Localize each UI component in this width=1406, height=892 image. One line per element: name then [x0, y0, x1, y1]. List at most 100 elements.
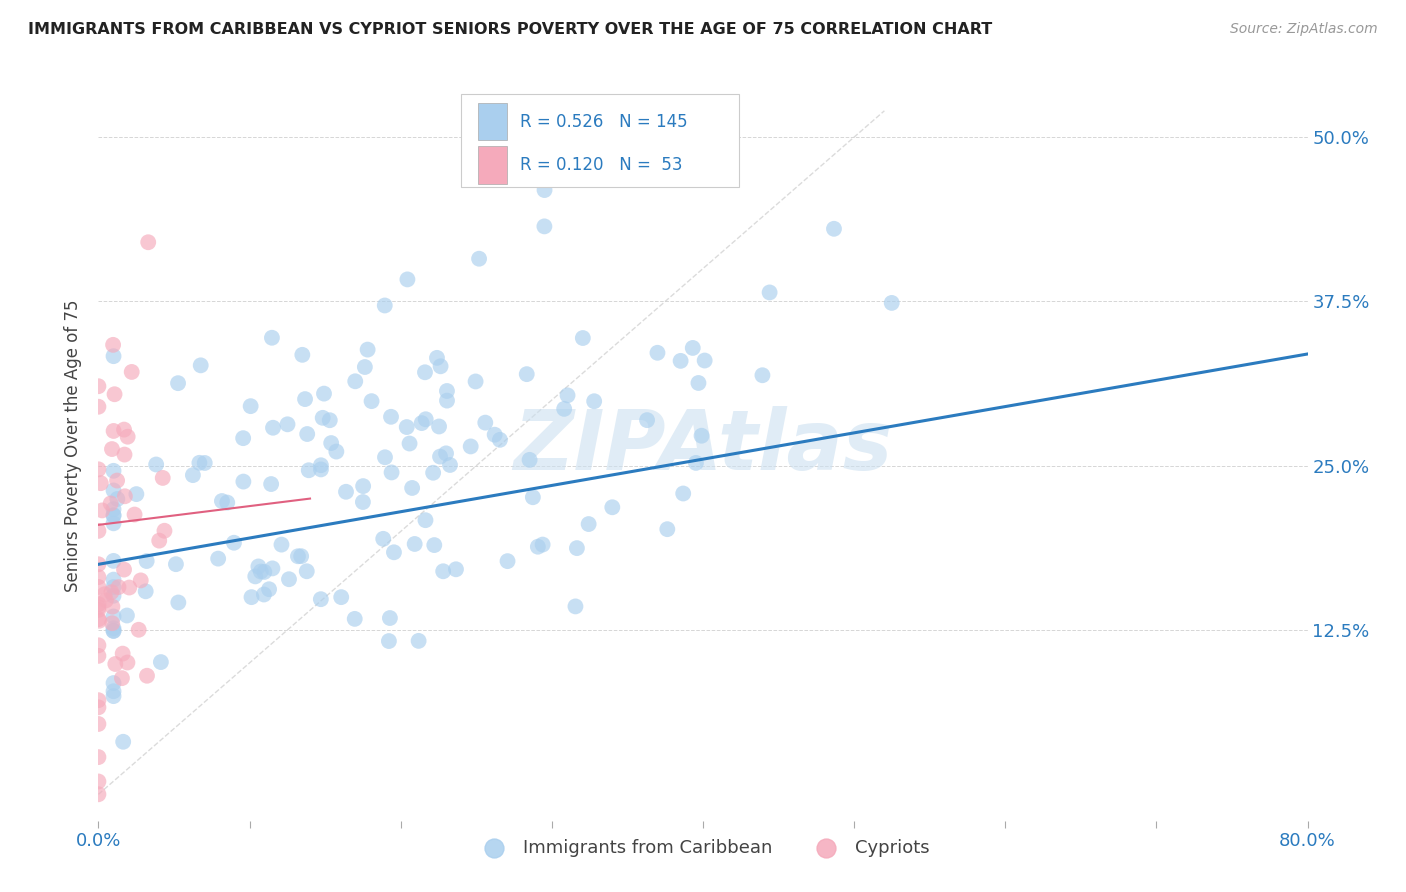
- Point: [90, 476, 112, 491]
- Point: [688, 376, 710, 390]
- Point: [118, 581, 141, 595]
- Point: [100, 585, 122, 599]
- Point: [321, 436, 343, 450]
- Point: [356, 343, 378, 357]
- Point: [207, 551, 229, 566]
- Point: [190, 359, 212, 373]
- Point: [270, 538, 292, 552]
- Point: [87, 693, 110, 707]
- Point: [374, 450, 396, 465]
- Point: [245, 569, 267, 583]
- Point: [423, 538, 446, 552]
- Point: [396, 272, 419, 286]
- Point: [484, 427, 506, 442]
- Point: [188, 456, 211, 470]
- Point: [647, 345, 669, 359]
- Point: [135, 584, 157, 599]
- Point: [415, 412, 437, 426]
- Point: [657, 522, 679, 536]
- Point: [309, 458, 332, 473]
- Point: [89, 614, 111, 628]
- Point: [436, 384, 458, 398]
- Point: [103, 621, 125, 635]
- Point: [87, 638, 110, 652]
- Point: [87, 379, 110, 393]
- Point: [291, 348, 314, 362]
- Point: [107, 580, 129, 594]
- Point: [404, 537, 426, 551]
- Point: [100, 496, 122, 510]
- Point: [112, 735, 135, 749]
- Point: [87, 774, 110, 789]
- Point: [295, 427, 318, 442]
- FancyBboxPatch shape: [461, 94, 740, 187]
- Point: [429, 450, 451, 464]
- Point: [103, 483, 125, 498]
- Point: [298, 463, 321, 477]
- Point: [464, 375, 486, 389]
- Point: [360, 394, 382, 409]
- Point: [103, 387, 125, 401]
- Point: [167, 595, 190, 609]
- Point: [533, 183, 555, 197]
- Point: [260, 477, 283, 491]
- Point: [880, 296, 903, 310]
- Point: [600, 500, 623, 515]
- Point: [429, 359, 451, 374]
- Point: [408, 633, 430, 648]
- Point: [468, 252, 491, 266]
- Point: [564, 599, 586, 614]
- Point: [344, 374, 367, 388]
- Point: [129, 574, 152, 588]
- Point: [382, 545, 405, 559]
- Point: [103, 689, 125, 703]
- Point: [439, 458, 461, 472]
- Text: ZIPAtlas: ZIPAtlas: [513, 406, 893, 486]
- Point: [436, 393, 458, 408]
- Point: [444, 562, 467, 576]
- Point: [135, 554, 157, 568]
- Point: [672, 486, 695, 500]
- Point: [87, 648, 110, 663]
- Point: [94, 593, 117, 607]
- Text: IMMIGRANTS FROM CARIBBEAN VS CYPRIOT SENIORS POVERTY OVER THE AGE OF 75 CORRELAT: IMMIGRANTS FROM CARIBBEAN VS CYPRIOT SEN…: [28, 22, 993, 37]
- Point: [758, 285, 780, 300]
- Point: [136, 669, 159, 683]
- Point: [115, 608, 138, 623]
- Point: [103, 508, 125, 523]
- Point: [527, 540, 550, 554]
- Point: [294, 392, 316, 406]
- Point: [247, 559, 270, 574]
- Point: [165, 557, 187, 571]
- Point: [87, 524, 110, 538]
- Point: [101, 616, 124, 631]
- Point: [378, 611, 401, 625]
- Point: [380, 409, 402, 424]
- Point: [87, 717, 110, 731]
- Point: [411, 416, 433, 430]
- Point: [87, 580, 110, 594]
- Point: [253, 587, 276, 601]
- Point: [413, 365, 436, 379]
- Point: [114, 489, 136, 503]
- Point: [87, 558, 110, 572]
- Text: R = 0.526   N = 145: R = 0.526 N = 145: [520, 112, 688, 131]
- Point: [343, 612, 366, 626]
- Point: [330, 590, 353, 604]
- Text: Source: ZipAtlas.com: Source: ZipAtlas.com: [1230, 22, 1378, 37]
- Point: [682, 341, 704, 355]
- Point: [262, 421, 284, 435]
- Point: [103, 516, 125, 531]
- Point: [432, 564, 454, 578]
- Point: [690, 428, 713, 442]
- Point: [124, 508, 146, 522]
- Point: [136, 235, 159, 250]
- Point: [152, 471, 174, 485]
- Point: [104, 657, 127, 671]
- Point: [312, 386, 335, 401]
- Point: [335, 484, 357, 499]
- Point: [103, 624, 125, 638]
- Point: [253, 565, 276, 579]
- Point: [319, 413, 342, 427]
- Point: [125, 487, 148, 501]
